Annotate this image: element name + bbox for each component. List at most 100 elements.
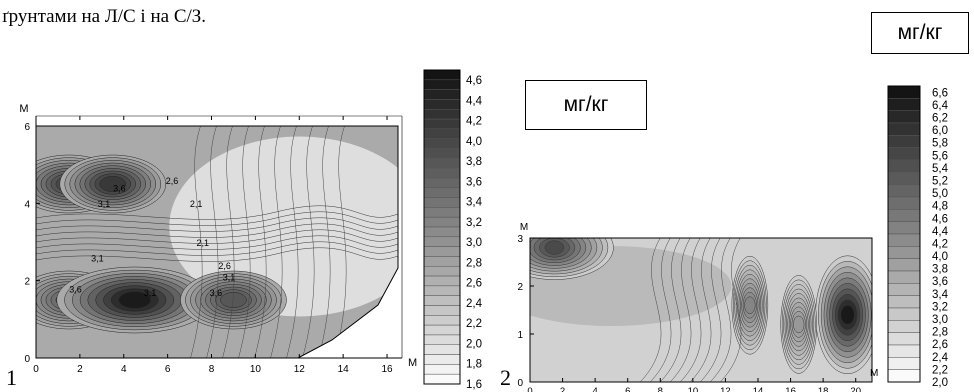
x-tick-label: 2 — [77, 364, 83, 375]
colorbar-swatch — [423, 246, 461, 257]
colorbar-label: 2,8 — [466, 257, 482, 269]
colorbar-swatch — [423, 256, 461, 267]
unit-label-box: мг/кг — [525, 80, 647, 130]
contour-line — [36, 223, 398, 238]
colorbar-swatch — [887, 307, 921, 321]
contour-line — [36, 241, 398, 256]
contour-ring — [840, 305, 855, 325]
x-tick-label: 20 — [850, 386, 861, 392]
colorbar-label: 4,0 — [466, 136, 482, 148]
colorbar-swatch — [423, 373, 461, 385]
contour-line — [670, 238, 692, 382]
contour-label: 3,1 — [144, 288, 157, 298]
y-tick-label: 2 — [24, 277, 30, 288]
contour-line — [36, 211, 398, 226]
colorbar-label: 3,0 — [932, 314, 948, 326]
colorbar-swatch — [423, 334, 461, 345]
contour-line — [190, 126, 203, 358]
x-tick-label: 10 — [250, 364, 262, 375]
mid-band — [530, 246, 732, 326]
colorbar-swatch — [887, 184, 921, 198]
contour-label: 3,1 — [98, 199, 111, 209]
colorbar-swatch — [887, 295, 921, 309]
colorbar-swatch — [887, 135, 921, 148]
colorbar-label: 2,0 — [932, 377, 948, 389]
colorbar-1: 4,6 4,4 4,2 4,0 3,8 3,6 3,4 3,2 3,0 2,8 2,6 2,4 2,2 2… — [423, 69, 483, 391]
x-axis-label: M — [408, 357, 417, 369]
colorbar-swatch — [887, 344, 921, 358]
colorbar-label: 2,6 — [932, 339, 948, 351]
map-border — [529, 237, 873, 383]
colorbar-swatch — [887, 258, 921, 272]
colorbar-label: 4,0 — [932, 251, 948, 263]
colorbar-swatch — [423, 89, 461, 100]
colorbar-swatch — [423, 118, 461, 130]
y-axis-label: M — [520, 222, 528, 233]
contour-line — [302, 126, 315, 358]
contour-label: 2,1 — [196, 238, 209, 248]
colorbar-swatch — [423, 266, 461, 277]
colorbar-swatch — [887, 110, 921, 124]
contour-line — [36, 247, 398, 262]
colorbar-swatch — [423, 344, 461, 355]
colorbar-swatch — [887, 221, 921, 235]
x-tick-label: 16 — [381, 364, 393, 375]
x-tick-label: 14 — [753, 386, 764, 392]
contour-ring — [99, 176, 127, 192]
colorbar-label: 6,4 — [932, 100, 949, 112]
x-tick-label: 0 — [527, 386, 532, 392]
contour-label: 2,6 — [166, 176, 179, 186]
x-tick-label: 16 — [785, 386, 796, 392]
colorbar-swatch — [887, 357, 921, 370]
contour-label: 2,1 — [190, 199, 203, 209]
colorbar-swatch — [423, 295, 461, 306]
contour-label: 2,6 — [218, 261, 231, 271]
colorbar-label: 4,8 — [932, 201, 948, 213]
contour-line — [238, 126, 251, 358]
contour-line — [222, 126, 235, 358]
colorbar-label: 3,8 — [932, 264, 948, 276]
colorbar-label: 3,0 — [466, 237, 482, 249]
colorbar-swatch — [423, 128, 461, 139]
colorbar-swatch — [423, 285, 461, 296]
y-tick-label: 0 — [24, 354, 30, 365]
colorbar-swatch — [887, 122, 921, 136]
contour-label: 3,6 — [69, 284, 82, 294]
contour-line — [710, 238, 732, 382]
colorbar-label: 5,0 — [932, 188, 948, 200]
colorbar-label: 4,4 — [932, 226, 949, 238]
contour-line — [690, 238, 712, 382]
y-tick-label: 0 — [517, 378, 523, 389]
colorbar-label: 2,8 — [932, 327, 948, 339]
colorbar-frame — [887, 85, 921, 383]
colorbar-label: 3,6 — [466, 176, 482, 188]
colorbar-label: 6,6 — [932, 87, 948, 99]
colorbar-swatch — [423, 324, 461, 336]
x-tick-label: 4 — [121, 364, 127, 375]
colorbar-swatch — [887, 209, 921, 222]
contour-line — [334, 126, 347, 358]
x-tick-label: 2 — [560, 386, 565, 392]
colorbar-label: 2,0 — [466, 338, 482, 350]
contour-field — [530, 238, 872, 382]
colorbar-swatch — [423, 177, 461, 188]
colorbar-label: 2,6 — [466, 278, 482, 290]
contour-label: 3,6 — [113, 184, 126, 194]
colorbar-swatch — [423, 236, 461, 247]
figure-2-number: 2 — [500, 365, 511, 390]
contour-line — [270, 126, 283, 358]
colorbar-swatch — [423, 197, 461, 208]
x-tick-label: 10 — [688, 386, 699, 392]
x-tick-label: 8 — [209, 364, 215, 375]
colorbar-swatch — [423, 216, 461, 228]
y-tick-label: 6 — [24, 122, 30, 133]
colorbar-label: 2,2 — [466, 318, 482, 330]
y-tick-label: 1 — [517, 330, 523, 341]
colorbar-swatch — [887, 159, 921, 173]
contour-line — [254, 126, 267, 358]
contour-ring — [744, 296, 756, 314]
colorbar-swatch — [423, 69, 461, 81]
contour-line — [36, 205, 398, 220]
contour-line — [36, 229, 398, 244]
colorbar-swatch — [423, 79, 461, 90]
